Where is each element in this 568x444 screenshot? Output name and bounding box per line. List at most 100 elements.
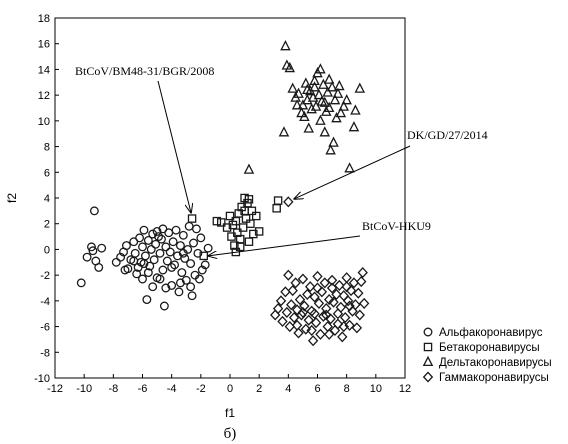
data-point-triangle (331, 112, 342, 123)
annotation-arrow (157, 80, 191, 213)
data-point-triangle (278, 126, 290, 137)
data-point-diamond (340, 312, 351, 324)
y-tick-label: 10 (38, 116, 50, 128)
y-tick-label: -10 (34, 373, 50, 385)
data-point-diamond (350, 299, 361, 311)
data-point-diamond (294, 294, 306, 306)
data-point-circle (94, 262, 104, 272)
legend-marker-square (423, 342, 433, 352)
data-point-circle (161, 283, 171, 293)
data-point-triangle (297, 99, 309, 110)
data-point-circle (116, 252, 126, 262)
data-point-diamond (335, 301, 347, 313)
data-point-circle (186, 282, 196, 292)
data-point-triangle (323, 73, 335, 84)
data-point-diamond (344, 319, 355, 331)
data-point-diamond (280, 286, 291, 298)
data-point-square (244, 195, 254, 204)
data-point-circle (158, 265, 168, 275)
y-tick-label: 12 (38, 90, 50, 102)
data-point-triangle (319, 126, 331, 137)
data-point-circle (197, 265, 207, 275)
data-point-circle (192, 224, 201, 234)
annotation-label: BtCoV/BM48-31/BGR/2008 (75, 64, 214, 78)
data-point-circle (154, 232, 163, 242)
data-point-diamond (293, 327, 304, 339)
data-point-triangle (329, 94, 341, 105)
data-point-diamond (321, 303, 332, 315)
data-point-triangle (315, 63, 326, 74)
data-point-circle (155, 248, 165, 258)
data-point-diamond (315, 328, 326, 340)
data-point-triangle (325, 144, 336, 155)
data-point-circle (158, 224, 168, 234)
data-point-diamond (337, 331, 348, 343)
data-point-diamond (286, 299, 297, 311)
data-point-circle (122, 241, 131, 251)
data-point-circle (186, 259, 196, 269)
data-point-square (241, 214, 251, 223)
y-tick-label: 0 (44, 244, 50, 256)
data-point-circle (171, 225, 181, 235)
data-point-square (234, 209, 243, 218)
data-point-diamond (296, 309, 307, 321)
data-point-triangle (318, 78, 329, 89)
data-point-diamond (272, 303, 284, 315)
data-point-diamond (356, 276, 367, 288)
x-tick-label: 8 (344, 383, 350, 395)
legend-label: Альфакоронавирус (439, 327, 543, 339)
data-point-circle (203, 243, 213, 253)
data-point-diamond (358, 297, 370, 309)
legend-marker-circle (423, 327, 433, 337)
data-point-diamond (332, 318, 344, 330)
data-point-diamond (313, 297, 325, 309)
data-point-triangle (344, 162, 355, 173)
data-point-diamond (331, 288, 342, 300)
data-point-diamond (300, 323, 312, 335)
data-point-triangle (306, 103, 317, 114)
data-point-square (272, 204, 281, 213)
data-point-circle (130, 248, 140, 258)
x-tick-label: 6 (314, 383, 320, 395)
data-point-triangle (309, 81, 320, 92)
data-point-triangle (291, 99, 303, 110)
data-point-diamond (309, 291, 320, 303)
data-point-circle (120, 265, 130, 275)
y-tick-label: 4 (44, 193, 50, 205)
data-point-circle (82, 252, 92, 262)
data-point-diamond (306, 324, 317, 336)
data-point-triangle (293, 87, 304, 98)
data-point-square (212, 216, 222, 226)
data-point-circle (140, 251, 150, 261)
data-point-circle (143, 268, 153, 278)
data-point-diamond (303, 314, 314, 326)
legend-marker-diamond (422, 371, 434, 383)
data-point-circle (138, 274, 147, 284)
data-point-triangle (302, 83, 313, 95)
data-point-diamond (277, 315, 288, 327)
axis-ticks: -12 -10 -8 -6 -4 -2 0 2 4 6 8 10 12-10-8-6-4-2024681… (34, 13, 411, 395)
y-tick-label: 6 (44, 167, 50, 179)
data-point-triangle (300, 77, 312, 88)
data-point-diamond (302, 288, 313, 300)
data-point-triangle (348, 121, 360, 132)
data-point-circle (97, 243, 107, 253)
data-point-square (254, 227, 264, 236)
data-point-circle (165, 247, 175, 257)
x-tick-label: 0 (227, 383, 233, 395)
legend-label: Бетакоронавирусы (439, 342, 540, 354)
data-point-circle (87, 242, 96, 252)
data-point-circle (200, 260, 210, 270)
data-point-circle (178, 248, 188, 258)
data-point-triangle (287, 82, 298, 93)
x-tick-label: -12 (47, 383, 63, 395)
y-tick-label: 14 (38, 64, 50, 76)
legend-marker-triangle (422, 355, 434, 367)
data-point-circle (76, 278, 86, 288)
data-point-circle (181, 275, 191, 285)
data-point-triangle (328, 136, 339, 147)
y-tick-label: -6 (40, 322, 50, 334)
data-point-triangle (313, 88, 325, 100)
data-point-square (222, 223, 232, 232)
